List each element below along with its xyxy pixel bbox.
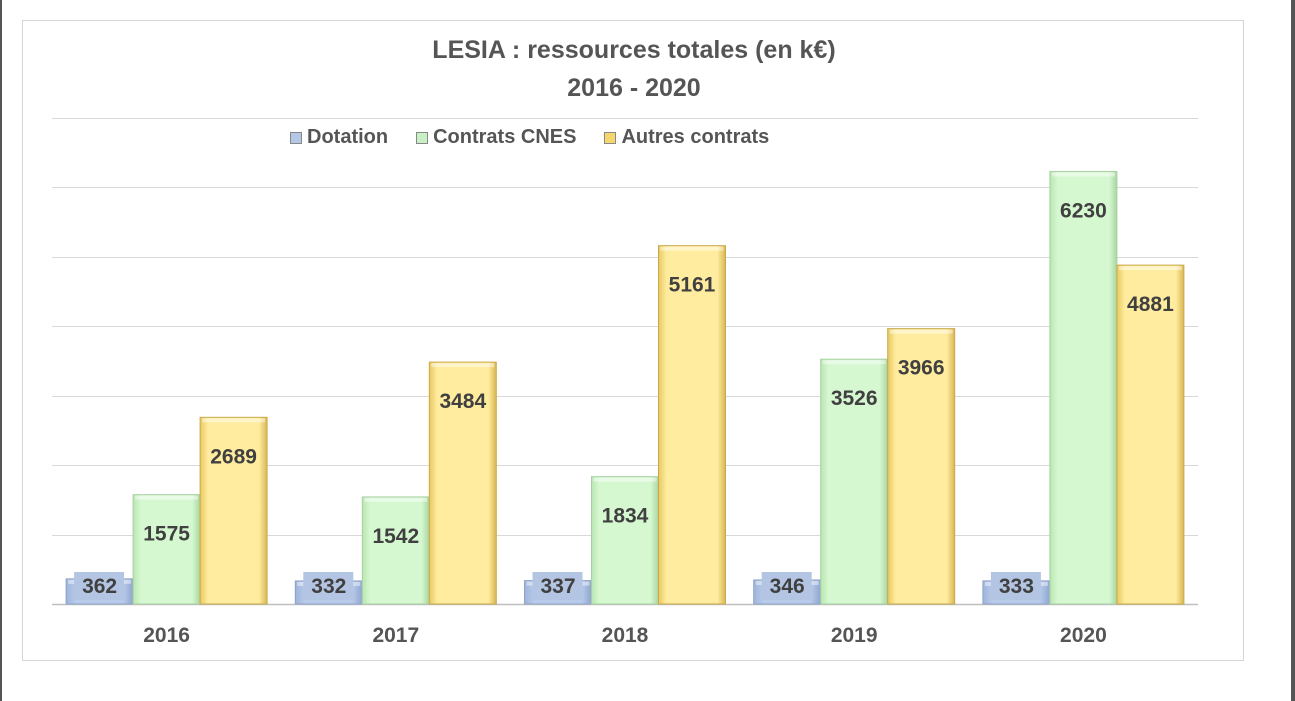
data-label-contrats-cnes-2020: 6230 bbox=[1060, 199, 1107, 222]
legend-item-contrats-cnes: Contrats CNES bbox=[416, 126, 576, 149]
data-label-contrats-cnes-2016: 1575 bbox=[143, 523, 190, 546]
chart-frame bbox=[22, 20, 1244, 661]
data-label-box bbox=[761, 572, 812, 600]
data-label-dotation-2017: 332 bbox=[311, 575, 346, 598]
legend-swatch-dotation bbox=[290, 131, 302, 144]
bar-highlight bbox=[822, 360, 886, 365]
legend-label-autres-contrats: Autres contrats bbox=[621, 126, 770, 148]
bar-highlight bbox=[1051, 172, 1115, 177]
chart-title: LESIA : ressources totales (en k€) bbox=[432, 36, 836, 64]
chart-subtitle: 2016 - 2020 bbox=[567, 74, 701, 102]
data-label-dotation-2018: 337 bbox=[540, 575, 575, 598]
legend-item-autres-contrats: Autres contrats bbox=[604, 126, 769, 149]
bar-contrats-cnes-2016 bbox=[132, 494, 201, 605]
legend-item-dotation: Dotation bbox=[290, 126, 388, 149]
window-edge-left bbox=[0, 0, 2, 701]
bar-highlight bbox=[593, 477, 657, 482]
bar-contrats-cnes-2020 bbox=[1049, 170, 1118, 605]
bar-autres-contrats-2019 bbox=[887, 328, 956, 605]
x-tick-label-2016: 2016 bbox=[143, 624, 190, 647]
bar-contrats-cnes-2017 bbox=[361, 496, 430, 605]
legend-label-dotation: Dotation bbox=[307, 126, 389, 148]
bar-autres-contrats-2020 bbox=[1116, 264, 1185, 605]
data-label-contrats-cnes-2019: 3526 bbox=[831, 387, 878, 410]
data-label-contrats-cnes-2017: 1542 bbox=[372, 525, 419, 548]
x-tick-label-2020: 2020 bbox=[1060, 624, 1107, 647]
data-label-box bbox=[532, 572, 583, 600]
bar-highlight bbox=[889, 329, 953, 334]
data-label-autres-contrats-2019: 3966 bbox=[898, 357, 945, 380]
data-label-dotation-2019: 346 bbox=[770, 575, 805, 598]
bar-highlight bbox=[202, 418, 266, 423]
data-label-contrats-cnes-2018: 1834 bbox=[602, 505, 649, 528]
data-label-autres-contrats-2016: 2689 bbox=[210, 445, 257, 468]
x-tick-label-2017: 2017 bbox=[372, 624, 419, 647]
data-label-dotation-2016: 362 bbox=[82, 575, 117, 598]
data-label-box bbox=[990, 572, 1041, 600]
bar-autres-contrats-2018 bbox=[658, 245, 726, 605]
legend-swatch-contrats-cnes bbox=[416, 131, 429, 144]
data-label-autres-contrats-2020: 4881 bbox=[1127, 293, 1174, 316]
data-label-dotation-2020: 333 bbox=[999, 575, 1034, 598]
data-label-autres-contrats-2017: 3484 bbox=[439, 390, 486, 413]
bar-contrats-cnes-2019 bbox=[820, 358, 889, 605]
bar-highlight bbox=[364, 497, 428, 502]
window-edge-right bbox=[1291, 0, 1295, 701]
data-label-box bbox=[303, 572, 354, 600]
bar-autres-contrats-2016 bbox=[199, 416, 268, 605]
legend: Dotation Contrats CNES Autres contrats bbox=[290, 126, 769, 149]
legend-label-contrats-cnes: Contrats CNES bbox=[433, 126, 577, 148]
bar-highlight bbox=[1118, 266, 1182, 271]
x-tick-label-2018: 2018 bbox=[602, 624, 649, 647]
bar-autres-contrats-2017 bbox=[428, 361, 497, 605]
data-label-box bbox=[74, 572, 125, 600]
bar-highlight bbox=[660, 246, 724, 251]
x-tick-label-2019: 2019 bbox=[831, 624, 878, 647]
data-label-autres-contrats-2018: 5161 bbox=[669, 274, 716, 297]
bar-contrats-cnes-2018 bbox=[591, 476, 659, 605]
bar-highlight bbox=[135, 495, 199, 500]
legend-swatch-autres-contrats bbox=[604, 131, 617, 144]
bar-highlight bbox=[431, 363, 495, 368]
